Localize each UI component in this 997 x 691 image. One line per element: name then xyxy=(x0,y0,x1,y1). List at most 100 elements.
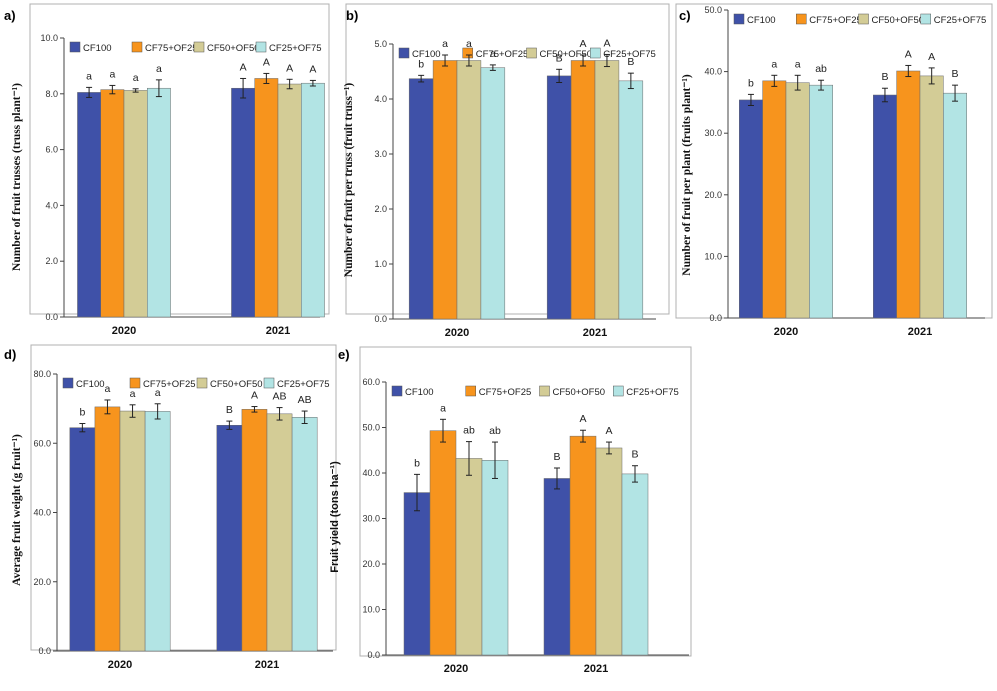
significance-letter: A xyxy=(603,37,610,49)
y-tick-label: 0.0 xyxy=(38,646,51,656)
legend-swatch xyxy=(391,385,403,397)
legend-swatch xyxy=(398,47,410,59)
bar xyxy=(919,75,944,319)
bar xyxy=(241,409,268,652)
legend-swatch xyxy=(465,385,476,397)
legend-entry: CF75+OF25 xyxy=(145,43,198,54)
x-category-label: 2020 xyxy=(444,663,468,675)
y-tick-label: 0.0 xyxy=(374,314,387,324)
y-tick-label: 20.0 xyxy=(362,559,380,569)
legend-entry: CF25+OF75 xyxy=(277,379,330,390)
significance-letter: a xyxy=(156,63,162,75)
bar xyxy=(100,89,125,318)
panel-label: a) xyxy=(4,8,16,23)
legend-entry: CF75+OF25 xyxy=(476,49,529,60)
x-category-label: 2021 xyxy=(908,326,932,338)
y-tick-label: 8.0 xyxy=(45,89,58,99)
bar xyxy=(301,82,325,318)
legend-swatch xyxy=(796,13,807,25)
y-tick-label: 50.0 xyxy=(362,423,380,433)
significance-letter: a xyxy=(440,402,446,414)
legend-entry: CF25+OF75 xyxy=(934,15,987,26)
bar xyxy=(408,78,434,320)
significance-letter: B xyxy=(952,68,959,80)
legend-swatch xyxy=(193,41,205,53)
y-tick-label: 60.0 xyxy=(362,377,380,387)
bar xyxy=(144,411,171,652)
bar xyxy=(123,90,148,318)
bar xyxy=(543,478,571,656)
bar xyxy=(266,413,293,652)
legend-entry: CF50+OF50 xyxy=(540,49,593,60)
bar xyxy=(291,417,318,652)
significance-letter: a xyxy=(155,387,161,399)
legend-swatch xyxy=(590,47,601,59)
legend-swatch xyxy=(462,47,473,59)
legend-entry: CF100 xyxy=(76,379,105,390)
legend-entry: CF75+OF25 xyxy=(809,15,862,26)
bar xyxy=(403,492,431,656)
legend-swatch xyxy=(613,385,624,397)
legend-entry: CF50+OF50 xyxy=(553,387,606,398)
y-axis-label: Number of fruit per plant (fruits plant⁻… xyxy=(681,74,693,276)
significance-letter: A xyxy=(263,56,270,68)
bar xyxy=(739,99,763,319)
chart-panel-5: e) Fruit yield (tons ha⁻¹) 0.0 10.0 20.0 30.0… xyxy=(329,346,692,675)
significance-letter: AB xyxy=(273,391,287,403)
legend-entry: CF75+OF25 xyxy=(143,379,196,390)
significance-letter: A xyxy=(928,51,935,63)
y-tick-label: 3.0 xyxy=(374,149,387,159)
legend-entry: CF100 xyxy=(83,43,112,54)
significance-letter: B xyxy=(226,404,233,416)
x-category-label: 2021 xyxy=(255,659,279,671)
bar xyxy=(809,84,833,319)
significance-letter: b xyxy=(414,457,420,469)
significance-letter: a xyxy=(86,70,92,82)
significance-letter: a xyxy=(795,58,801,70)
bar xyxy=(455,458,483,656)
y-tick-label: 0.0 xyxy=(709,313,722,323)
significance-letter: ab xyxy=(489,425,501,437)
y-tick-label: 2.0 xyxy=(45,256,58,266)
y-tick-label: 0.0 xyxy=(367,650,380,660)
y-tick-label: 0.0 xyxy=(45,312,58,322)
chart-panel-4: d) Average fruit weight (g fruit⁻¹) 0.0 20.… xyxy=(4,344,337,671)
bar xyxy=(873,94,897,319)
y-tick-label: 10.0 xyxy=(40,33,58,43)
legend-swatch xyxy=(131,41,143,53)
bar xyxy=(595,447,623,656)
y-axis-label: Fruit yield (tons ha⁻¹) xyxy=(329,461,341,573)
legend-swatch xyxy=(129,377,141,389)
legend-entry: CF25+OF75 xyxy=(626,387,679,398)
y-tick-label: 50.0 xyxy=(704,5,722,15)
bar xyxy=(480,67,506,320)
significance-letter: a xyxy=(130,388,136,400)
bar xyxy=(231,87,255,318)
x-category-label: 2021 xyxy=(583,327,607,339)
legend-swatch xyxy=(69,41,81,53)
legend-entry: CF50+OF50 xyxy=(872,15,925,26)
y-tick-label: 20.0 xyxy=(704,190,722,200)
bar xyxy=(456,60,482,320)
bar xyxy=(569,435,597,656)
bar xyxy=(570,60,596,320)
bar xyxy=(216,424,243,652)
legend-entry: CF50+OF50 xyxy=(210,379,263,390)
y-tick-label: 20.0 xyxy=(33,577,51,587)
bar xyxy=(147,87,171,318)
bar xyxy=(429,430,457,656)
panel-label: e) xyxy=(338,347,350,362)
legend-swatch xyxy=(733,13,745,25)
y-tick-label: 30.0 xyxy=(362,514,380,524)
y-tick-label: 1.0 xyxy=(374,259,387,269)
legend-swatch xyxy=(255,41,267,53)
panel-label: c) xyxy=(679,8,691,23)
chart-panel-1: a) Number of fruit trusses (truss plant⁻¹… xyxy=(4,3,330,337)
legend-swatch xyxy=(263,377,275,389)
legend-entry: CF25+OF75 xyxy=(603,49,656,60)
y-axis-label: Average fruit weight (g fruit⁻¹) xyxy=(11,434,23,586)
bar xyxy=(594,60,620,320)
significance-letter: b xyxy=(418,58,424,70)
significance-letter: a xyxy=(109,68,115,80)
bar xyxy=(69,427,96,652)
